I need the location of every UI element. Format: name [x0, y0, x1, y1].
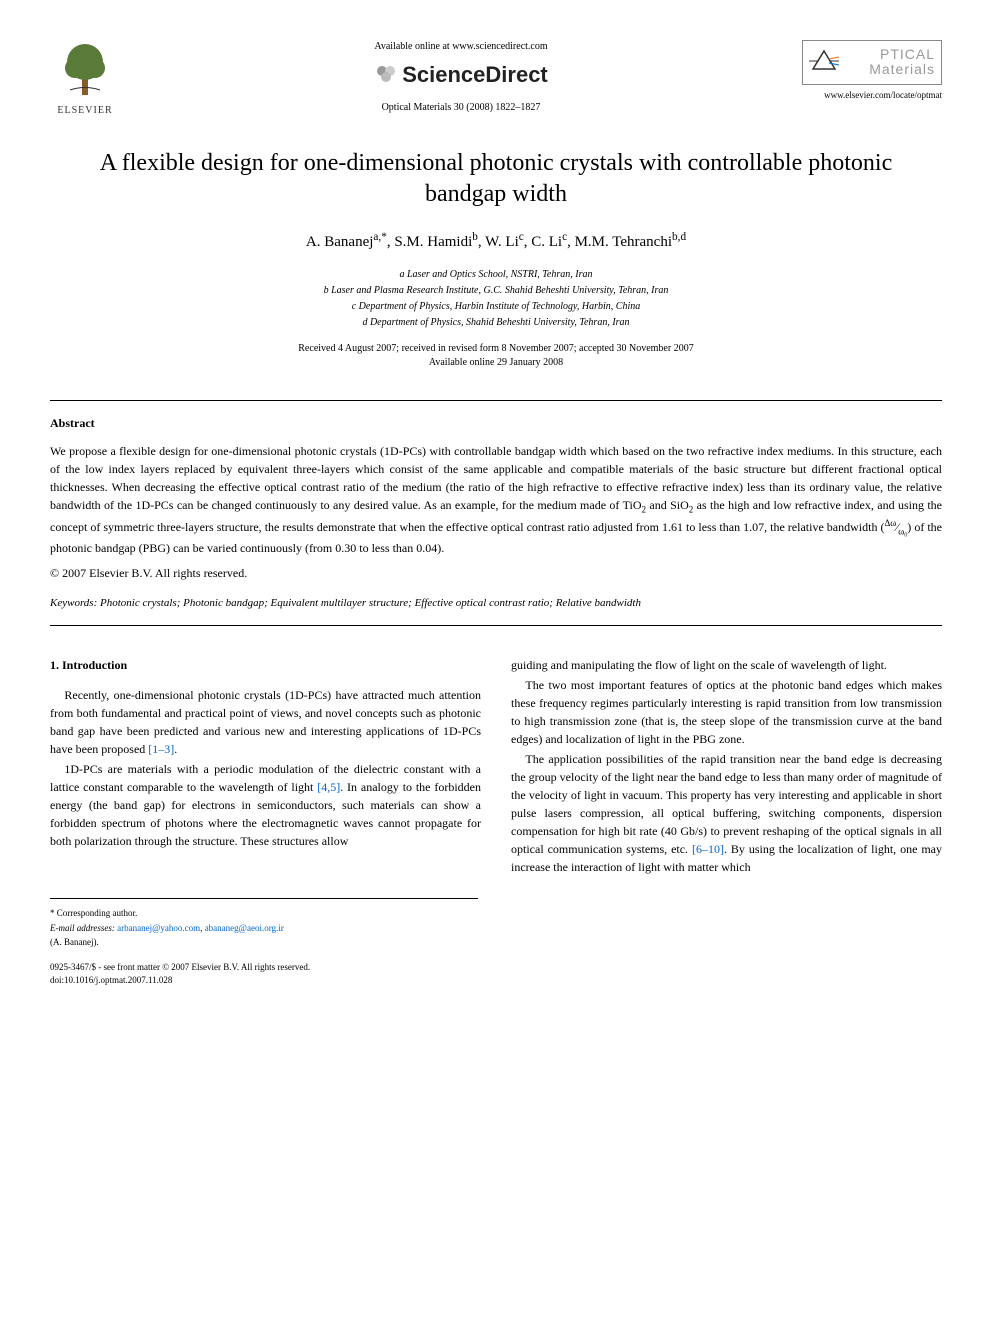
footnotes: * Corresponding author. E-mail addresses…	[50, 898, 478, 949]
intro-paragraph-2: 1D-PCs are materials with a periodic mod…	[50, 760, 481, 850]
sciencedirect-icon	[374, 61, 398, 90]
email-line: E-mail addresses: arbananej@yahoo.com, a…	[50, 922, 478, 935]
corresponding-author: * Corresponding author.	[50, 907, 478, 920]
journal-reference: Optical Materials 30 (2008) 1822–1827	[140, 101, 782, 115]
elsevier-tree-icon	[55, 40, 115, 100]
publisher-name: ELSEVIER	[57, 104, 112, 118]
journal-url: www.elsevier.com/locate/optmat	[802, 89, 942, 102]
left-column: 1. Introduction Recently, one-dimensiona…	[50, 656, 481, 878]
email-author: (A. Bananej).	[50, 936, 478, 949]
journal-logo: PTICAL Materials www.elsevier.com/locate…	[802, 40, 942, 101]
keywords: Keywords: Photonic crystals; Photonic ba…	[50, 596, 942, 611]
sciencedirect-logo: ScienceDirect	[140, 60, 782, 91]
col2-paragraph-1: guiding and manipulating the flow of lig…	[511, 656, 942, 674]
online-date: Available online 29 January 2008	[50, 356, 942, 370]
ref-link-1-3[interactable]: [1–3]	[148, 742, 174, 756]
affiliations: a Laser and Optics School, NSTRI, Tehran…	[50, 267, 942, 330]
keywords-label: Keywords:	[50, 597, 97, 609]
received-date: Received 4 August 2007; received in revi…	[50, 342, 942, 356]
col2-paragraph-3: The application possibilities of the rap…	[511, 750, 942, 876]
front-matter: 0925-3467/$ - see front matter © 2007 El…	[50, 961, 478, 974]
journal-logo-text: PTICAL Materials	[845, 47, 935, 78]
body-columns: 1. Introduction Recently, one-dimensiona…	[50, 656, 942, 878]
email-2[interactable]: abananeg@aeoi.org.ir	[205, 923, 284, 933]
sciencedirect-text: ScienceDirect	[402, 60, 548, 91]
divider-top	[50, 400, 942, 401]
email-label: E-mail addresses:	[50, 923, 115, 933]
doi-block: 0925-3467/$ - see front matter © 2007 El…	[50, 961, 478, 986]
copyright-text: © 2007 Elsevier B.V. All rights reserved…	[50, 565, 942, 582]
available-online-text: Available online at www.sciencedirect.co…	[140, 40, 782, 54]
center-header: Available online at www.sciencedirect.co…	[120, 40, 802, 115]
affiliation-b: b Laser and Plasma Research Institute, G…	[50, 283, 942, 298]
ref-link-4-5[interactable]: [4,5]	[317, 780, 340, 794]
header-row: ELSEVIER Available online at www.science…	[50, 40, 942, 118]
affiliation-c: c Department of Physics, Harbin Institut…	[50, 299, 942, 314]
affiliation-a: a Laser and Optics School, NSTRI, Tehran…	[50, 267, 942, 282]
right-column: guiding and manipulating the flow of lig…	[511, 656, 942, 878]
authors-list: A. Bananeja,*, S.M. Hamidib, W. Lic, C. …	[50, 230, 942, 253]
email-1[interactable]: arbananej@yahoo.com	[117, 923, 200, 933]
doi-text: doi:10.1016/j.optmat.2007.11.028	[50, 974, 478, 987]
divider-bottom	[50, 625, 942, 626]
intro-paragraph-1: Recently, one-dimensional photonic cryst…	[50, 686, 481, 758]
ref-link-6-10[interactable]: [6–10]	[692, 842, 724, 856]
prism-icon	[809, 47, 839, 77]
article-title: A flexible design for one-dimensional ph…	[90, 148, 902, 210]
publisher-logo: ELSEVIER	[50, 40, 120, 118]
section-heading: 1. Introduction	[50, 656, 481, 674]
col2-paragraph-2: The two most important features of optic…	[511, 676, 942, 748]
abstract-text: We propose a flexible design for one-dim…	[50, 442, 942, 557]
affiliation-d: d Department of Physics, Shahid Beheshti…	[50, 315, 942, 330]
article-dates: Received 4 August 2007; received in revi…	[50, 342, 942, 370]
abstract-heading: Abstract	[50, 415, 942, 432]
journal-logo-box: PTICAL Materials	[802, 40, 942, 85]
keywords-text: Photonic crystals; Photonic bandgap; Equ…	[97, 597, 641, 609]
